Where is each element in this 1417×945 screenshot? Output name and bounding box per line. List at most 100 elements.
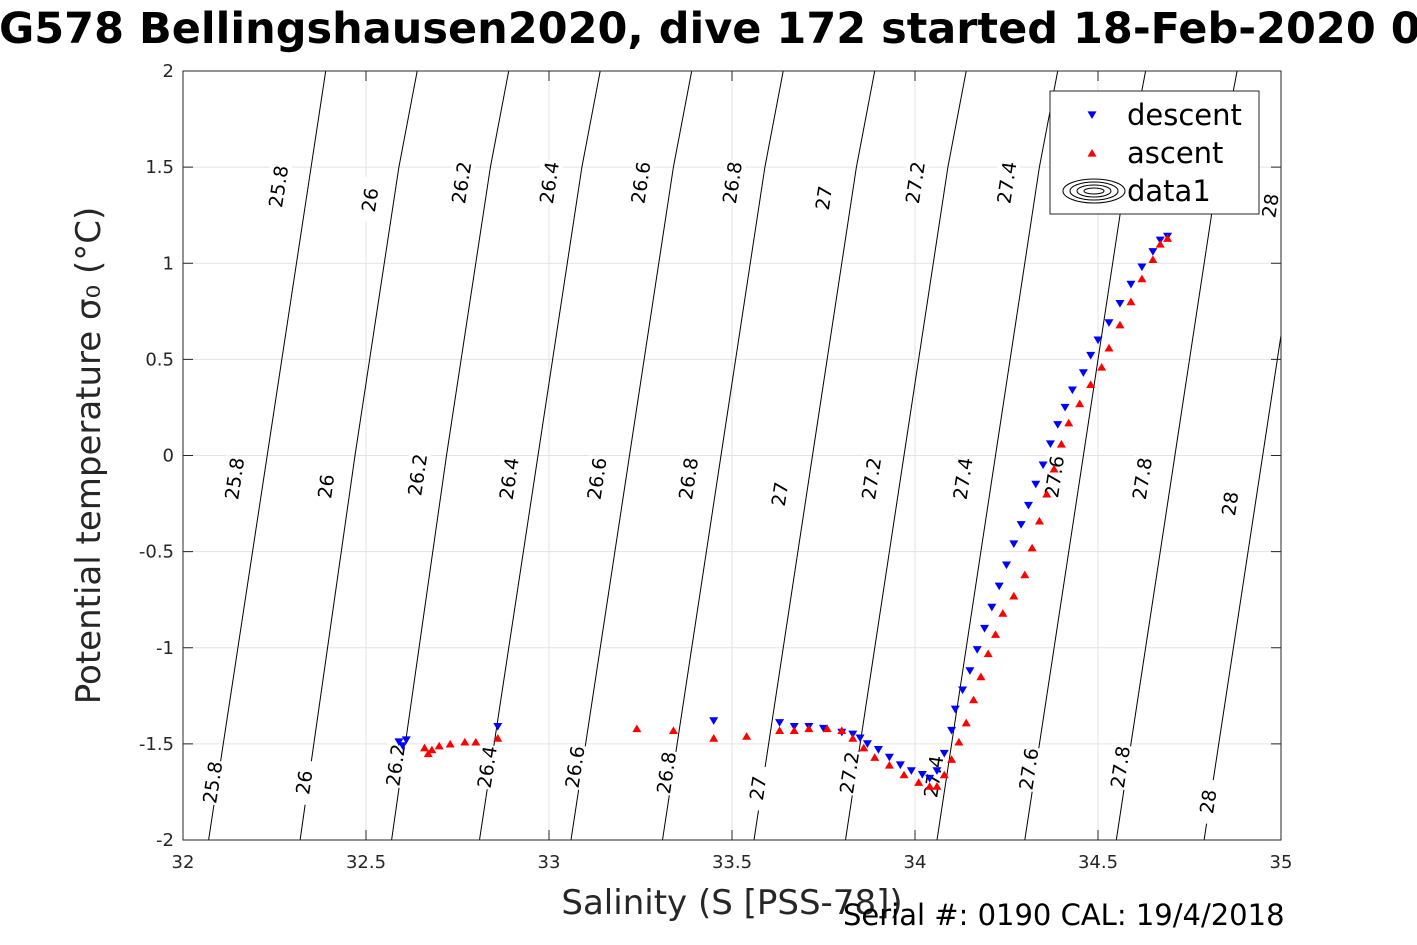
ascent-point bbox=[1034, 516, 1044, 525]
ascent-point bbox=[789, 726, 799, 735]
ascent-point bbox=[1115, 320, 1125, 329]
contour-label: 27.4 bbox=[950, 456, 978, 501]
ascent-point bbox=[423, 749, 433, 758]
descent-point bbox=[972, 646, 982, 654]
contour-label: 28 bbox=[1196, 788, 1221, 815]
contour-label-bg bbox=[446, 159, 476, 206]
ascent-point bbox=[471, 737, 481, 746]
contour-label-bg bbox=[494, 455, 523, 502]
contour-label-bg bbox=[355, 176, 384, 224]
contour-label-bg bbox=[220, 455, 249, 502]
ascent-point bbox=[460, 737, 470, 746]
descent-point bbox=[958, 686, 968, 695]
ascent-point bbox=[1027, 543, 1037, 552]
contour-label: 26.6 bbox=[584, 456, 612, 501]
ascent-point bbox=[709, 734, 719, 742]
contour-label-bg bbox=[809, 174, 838, 222]
ascent-point bbox=[998, 609, 1008, 617]
contour-label: 26.8 bbox=[653, 750, 681, 795]
descent-point bbox=[493, 722, 503, 731]
contour-label: 26 bbox=[358, 186, 383, 213]
isopycnal-line bbox=[208, 71, 327, 840]
y-tick-label: 0.5 bbox=[145, 349, 174, 370]
ascent-point bbox=[870, 753, 880, 761]
contour-label: 28 bbox=[1258, 192, 1283, 219]
contour-label-bg bbox=[198, 758, 227, 806]
descent-point bbox=[1016, 521, 1026, 529]
legend-marker-descent bbox=[1087, 111, 1097, 120]
contour-label-bg bbox=[834, 749, 864, 797]
contour-label-bg bbox=[856, 455, 886, 502]
legend-label-ascent: ascent bbox=[1127, 136, 1223, 170]
descent-point bbox=[819, 724, 828, 733]
serial-calibration-text: Serial #: 0190 CAL: 19/4/2018 bbox=[843, 898, 1285, 932]
ascent-point bbox=[445, 739, 455, 748]
isopycnal-line bbox=[479, 71, 601, 840]
contour-label: 26.2 bbox=[404, 452, 432, 497]
legend-marker-ascent bbox=[1087, 148, 1097, 157]
ascent-point bbox=[742, 732, 752, 740]
contour-label: 27 bbox=[746, 775, 771, 802]
descent-point bbox=[932, 767, 942, 775]
ascent-point bbox=[932, 782, 942, 790]
ascent-point bbox=[1163, 234, 1173, 242]
ascent-point bbox=[925, 782, 935, 790]
contour-label-bg bbox=[560, 743, 589, 791]
descent-point bbox=[1086, 351, 1096, 360]
descent-point bbox=[925, 774, 935, 783]
ascent-point bbox=[1056, 439, 1066, 448]
contour-label-bg bbox=[263, 162, 293, 210]
descent-point bbox=[895, 761, 905, 770]
descent-point bbox=[994, 582, 1004, 591]
contour-label-bg bbox=[626, 159, 655, 206]
contour-label-bg bbox=[403, 451, 432, 499]
contour-label: 26.4 bbox=[496, 456, 524, 501]
descent-point bbox=[1009, 540, 1019, 548]
descent-point bbox=[950, 705, 960, 714]
isopycnal-line bbox=[662, 71, 784, 840]
contour-label-bg bbox=[582, 455, 611, 502]
legend: descent ascent data1 bbox=[1049, 90, 1260, 215]
descent-point bbox=[1104, 319, 1114, 327]
data-points bbox=[394, 232, 1173, 790]
contour-label: 26.4 bbox=[474, 745, 502, 790]
descent-point bbox=[906, 767, 916, 775]
descent-point bbox=[1031, 480, 1041, 489]
contour-label: 25.8 bbox=[265, 164, 293, 209]
y-tick-label: -2 bbox=[156, 830, 174, 851]
ascent-point bbox=[1148, 255, 1158, 264]
descent-point bbox=[1045, 440, 1055, 449]
descent-point bbox=[987, 603, 997, 612]
y-tick-label: 1 bbox=[163, 253, 174, 274]
ascent-point bbox=[1155, 239, 1165, 248]
descent-point bbox=[398, 742, 408, 750]
ascent-point bbox=[804, 724, 814, 733]
ascent-point bbox=[976, 672, 986, 681]
descent-point bbox=[1053, 421, 1063, 429]
contour-label-bg bbox=[765, 470, 794, 518]
ascent-point bbox=[991, 630, 1001, 638]
contour-label-bg bbox=[1127, 455, 1157, 502]
descent-point bbox=[1126, 280, 1136, 289]
descent-point bbox=[862, 740, 872, 748]
x-tick-label: 34 bbox=[904, 852, 927, 873]
ascent-point bbox=[1104, 343, 1114, 352]
contour-label: 27.6 bbox=[1015, 746, 1043, 791]
contour-label-bg bbox=[534, 159, 564, 206]
ascent-point bbox=[822, 724, 832, 733]
ascent-point bbox=[947, 755, 957, 763]
ascent-point bbox=[427, 745, 437, 754]
x-tick-label: 32 bbox=[172, 852, 195, 873]
ascent-point bbox=[969, 695, 979, 704]
ascent-point bbox=[899, 770, 909, 779]
contour-label: 27.2 bbox=[836, 750, 864, 795]
isopycnal-line bbox=[936, 71, 1059, 840]
y-tick-label: -0.5 bbox=[139, 542, 174, 563]
contour-label: 27 bbox=[768, 480, 793, 507]
x-tick-label: 32.5 bbox=[346, 852, 386, 873]
contour-label-bg bbox=[289, 758, 318, 806]
contour-label-bg bbox=[381, 741, 410, 789]
y-tick-label: 0 bbox=[163, 446, 174, 467]
descent-point bbox=[775, 719, 785, 727]
descent-point bbox=[709, 717, 719, 725]
